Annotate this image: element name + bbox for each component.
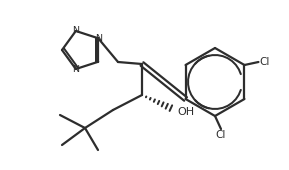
Text: Cl: Cl bbox=[260, 57, 270, 67]
Text: N: N bbox=[95, 34, 102, 43]
Text: Cl: Cl bbox=[216, 130, 226, 140]
Text: N: N bbox=[72, 27, 79, 36]
Text: N: N bbox=[72, 65, 79, 73]
Text: OH: OH bbox=[177, 107, 194, 117]
